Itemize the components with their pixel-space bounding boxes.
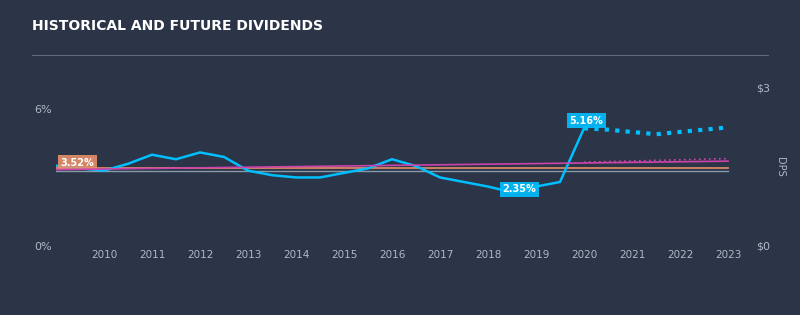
Text: 3.52%: 3.52% (61, 158, 94, 168)
Text: DPS: DPS (775, 157, 785, 177)
Legend: NUE yield, NUE annual DPS, Metals and Mining, Market: NUE yield, NUE annual DPS, Metals and Mi… (154, 313, 542, 315)
Text: 2.35%: 2.35% (502, 184, 536, 194)
Text: 5.16%: 5.16% (570, 116, 603, 126)
Text: HISTORICAL AND FUTURE DIVIDENDS: HISTORICAL AND FUTURE DIVIDENDS (32, 19, 323, 33)
